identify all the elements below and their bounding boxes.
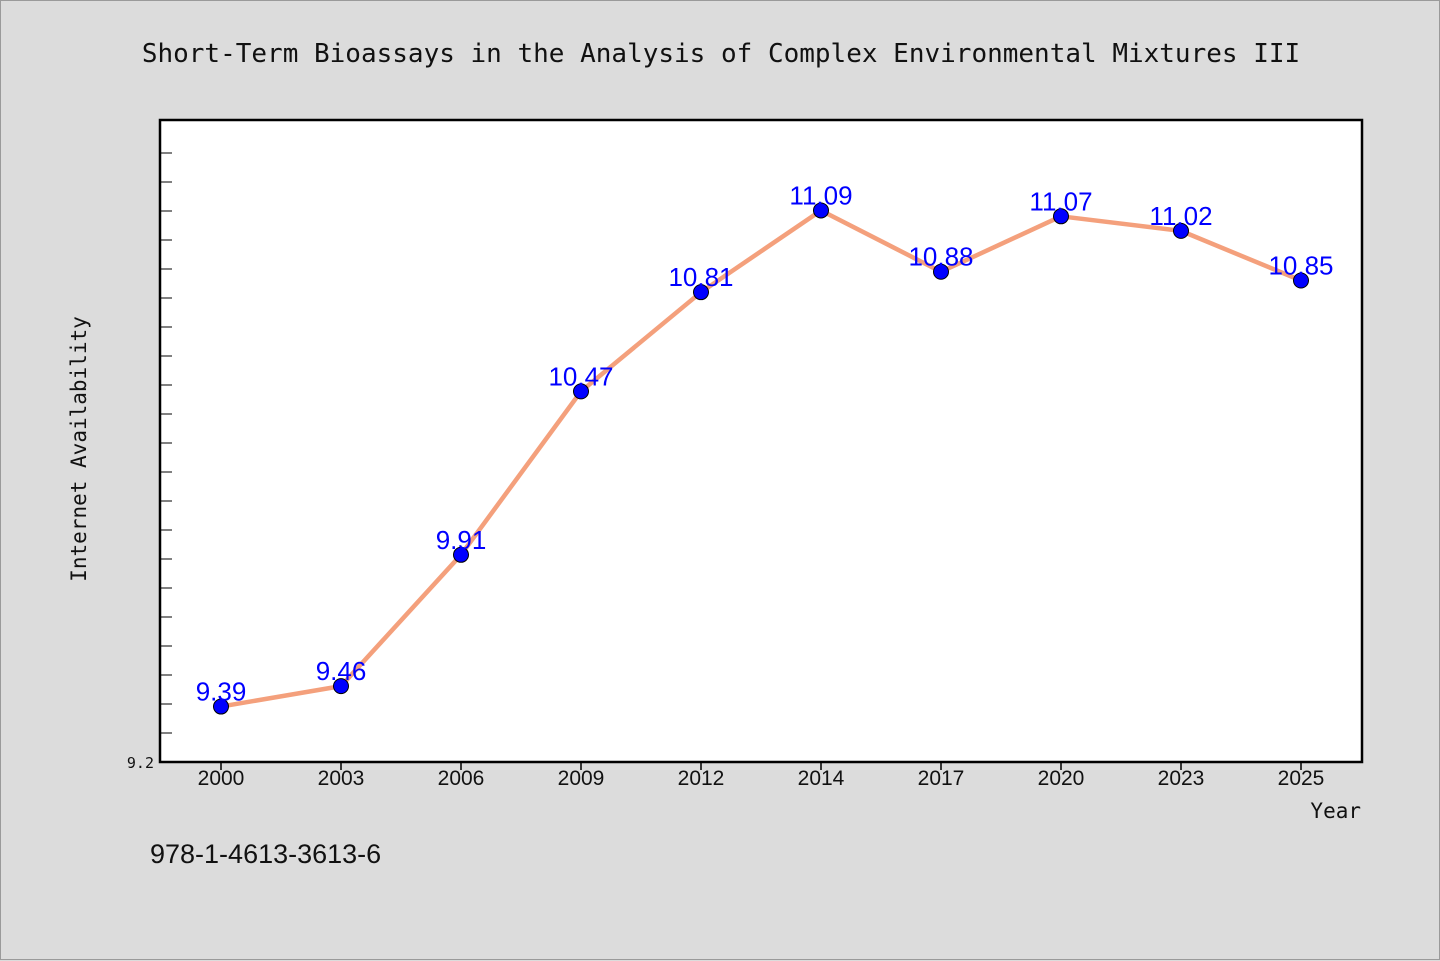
data-point-label: 10.81 xyxy=(668,262,733,292)
x-tick-label: 2014 xyxy=(798,767,845,790)
x-tick-label: 2009 xyxy=(558,767,605,790)
series-line xyxy=(218,208,1304,709)
data-point-label: 9.46 xyxy=(316,656,367,686)
x-tick-label: 2020 xyxy=(1038,767,1085,790)
data-point-label: 9.91 xyxy=(436,525,487,555)
data-point-marker xyxy=(213,698,229,715)
data-point-marker xyxy=(333,678,349,695)
x-axis-ticks: 2000 2003 2006 2009 2012 2014 2017 2020 2023 2025 xyxy=(198,762,1325,790)
data-point-label: 10.85 xyxy=(1268,251,1333,281)
data-point-label: 11.07 xyxy=(1029,186,1092,216)
data-point-marker xyxy=(1173,222,1189,239)
x-tick-label: 2003 xyxy=(318,767,365,790)
data-point-label: 11.09 xyxy=(789,180,852,210)
data-point-marker xyxy=(1293,272,1309,289)
x-tick-label: 2012 xyxy=(678,767,725,790)
data-point-label: 10.47 xyxy=(548,361,613,391)
data-point-label: 11.02 xyxy=(1149,201,1212,231)
data-labels: 9.39 9.46 9.91 10.47 10.81 11.09 10.88 11.07 11.… xyxy=(196,180,1334,706)
x-axis-title: Year xyxy=(1310,799,1361,823)
chart-title: Short-Term Bioassays in the Analysis of … xyxy=(142,39,1300,69)
data-point-marker xyxy=(933,263,949,280)
y-axis-title: Internet Availability xyxy=(67,316,91,582)
data-point-label: 9.39 xyxy=(196,677,247,707)
data-point-marker xyxy=(1053,208,1069,225)
data-point-marker xyxy=(453,546,469,563)
x-tick-label: 2017 xyxy=(918,767,965,790)
data-point-marker xyxy=(693,284,709,301)
y-tick-label: 9.2 xyxy=(127,754,154,772)
x-tick-label: 2023 xyxy=(1158,767,1205,790)
series-line-group xyxy=(218,208,1304,709)
x-tick-label: 2006 xyxy=(438,767,485,790)
data-point-marker xyxy=(813,202,829,219)
x-tick-label: 2000 xyxy=(198,767,245,790)
data-point-marker xyxy=(573,383,589,400)
x-tick-label: 2025 xyxy=(1278,767,1325,790)
data-point-label: 10.88 xyxy=(908,242,973,272)
isbn-footer: 978-1-4613-3613-6 xyxy=(150,839,381,869)
y-axis-ticks: 9.2 xyxy=(127,152,172,772)
data-markers xyxy=(213,202,1309,715)
